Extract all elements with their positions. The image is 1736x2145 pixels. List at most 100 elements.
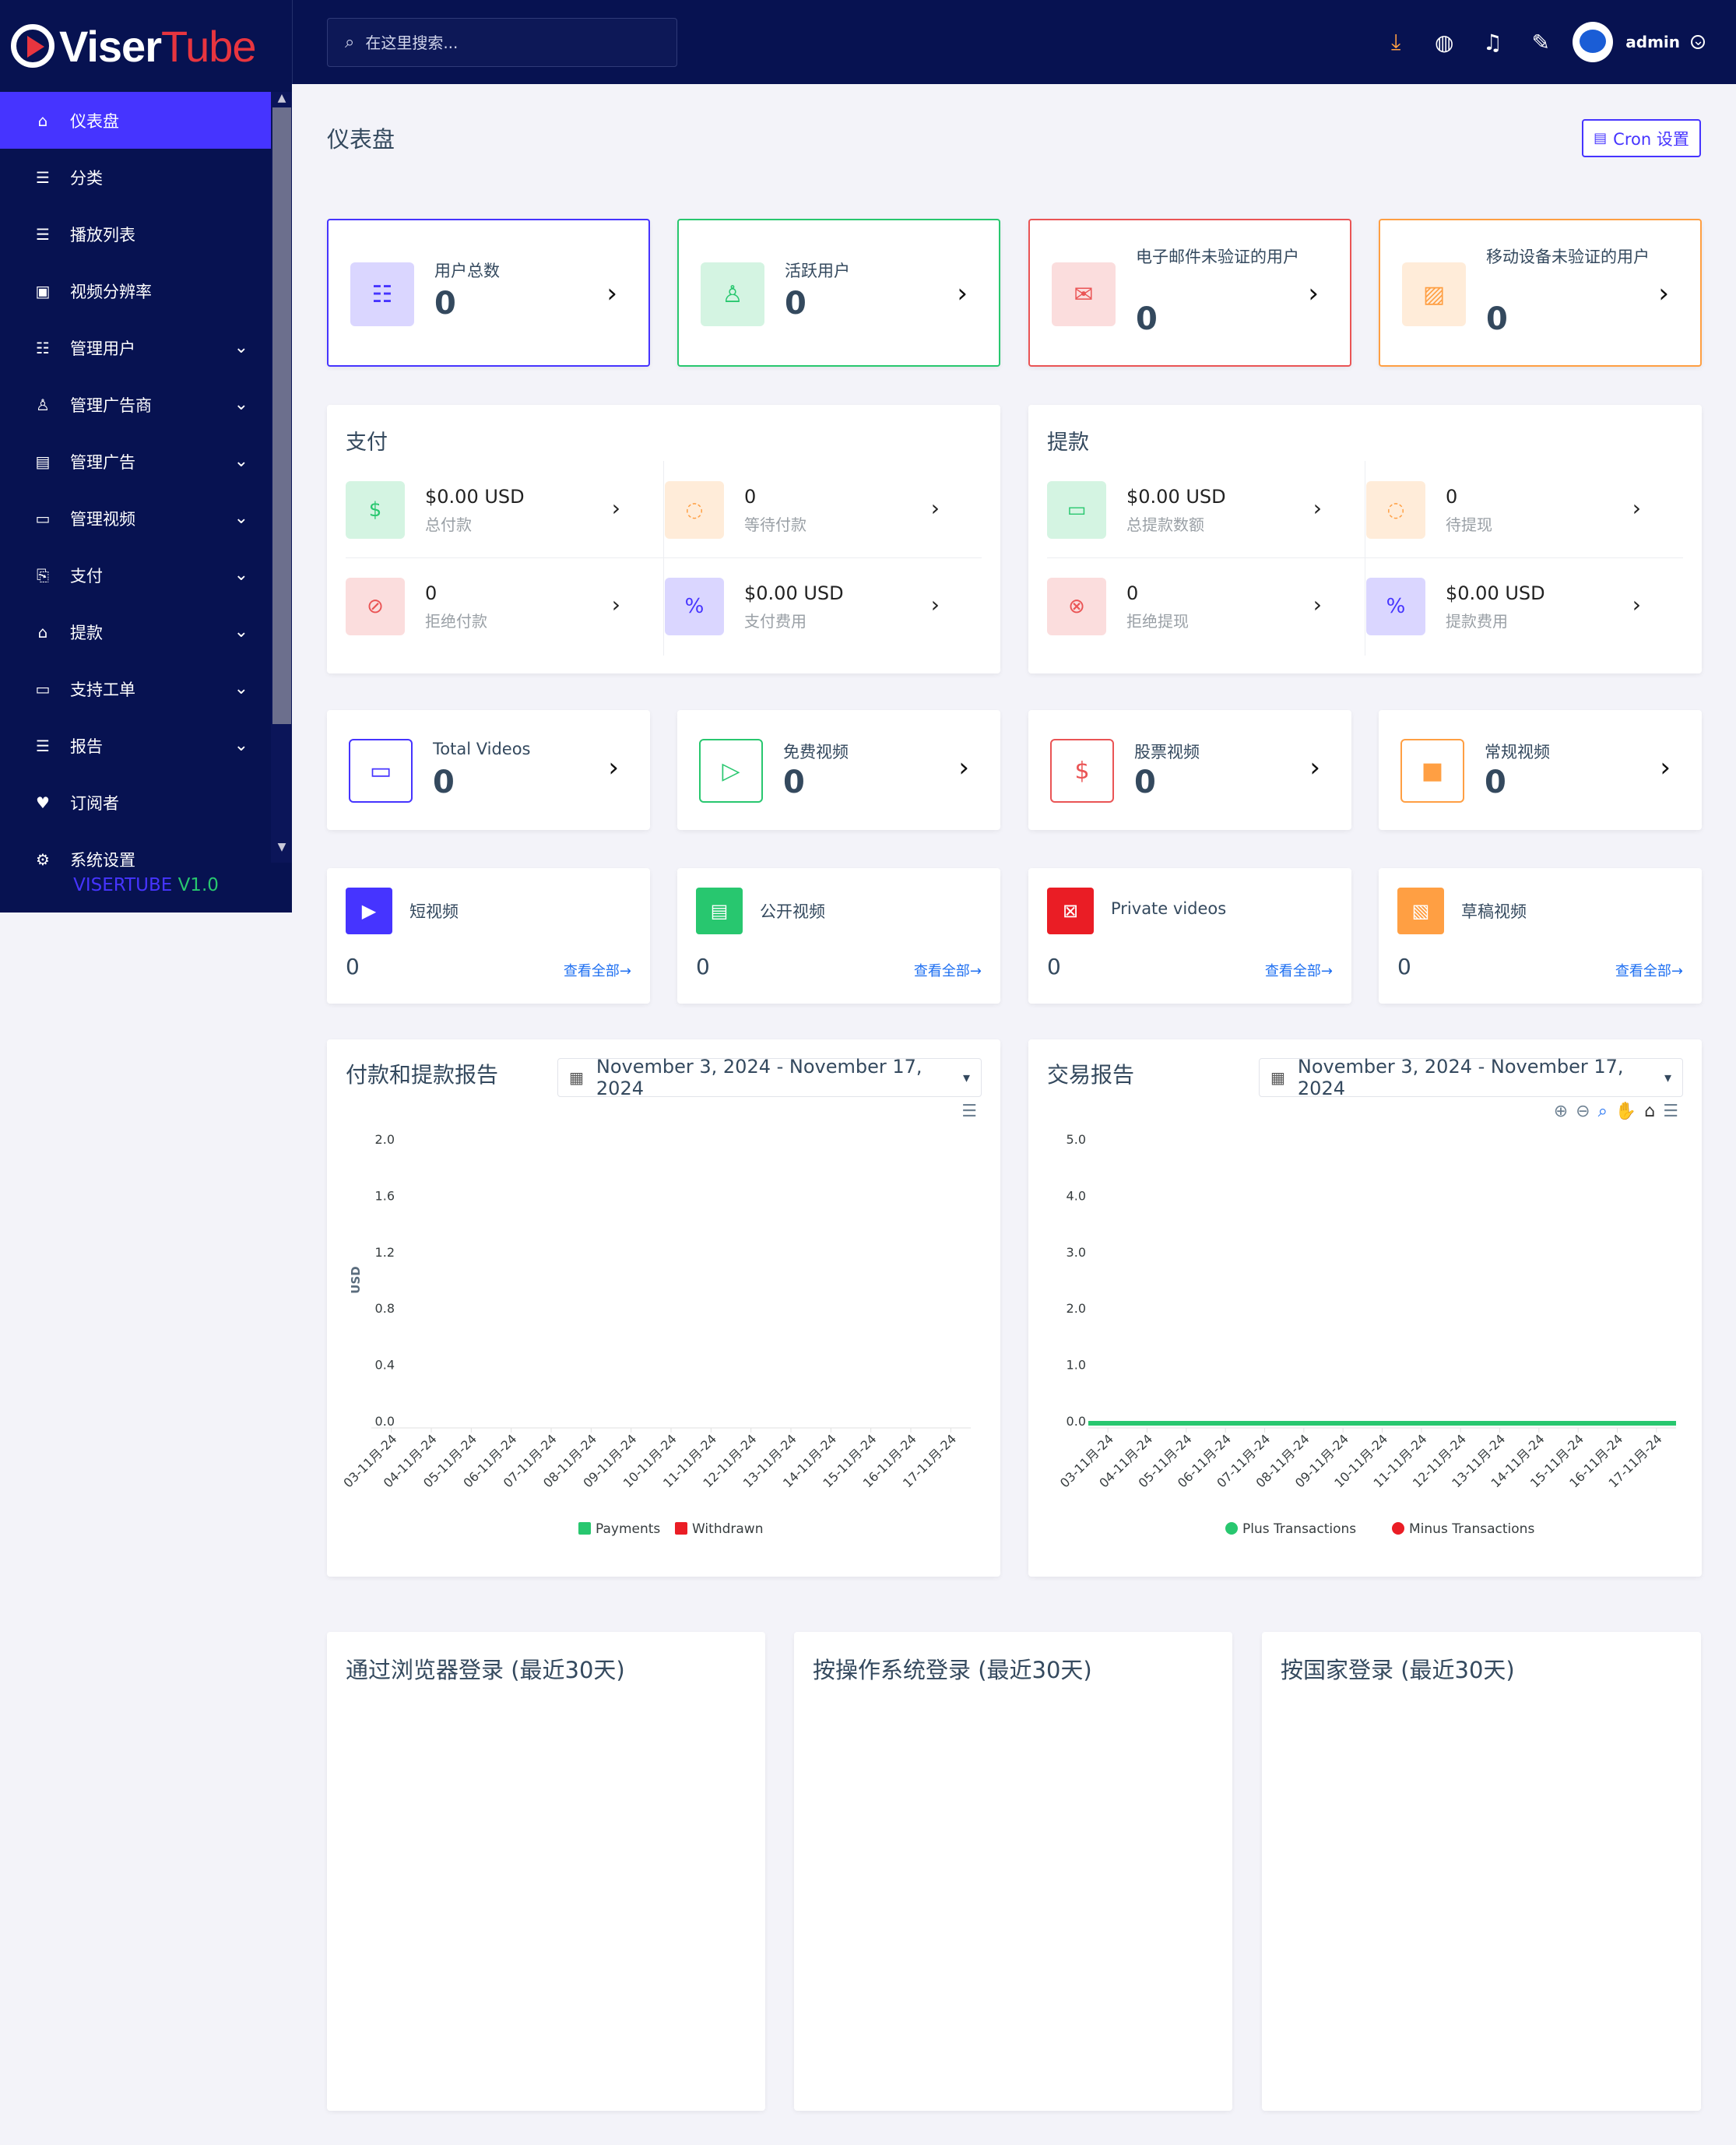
legend-label[interactable]: Plus Transactions (1242, 1521, 1356, 1537)
ban-icon: ⊘ (346, 578, 405, 635)
video-type-label: 短视频 (409, 902, 459, 921)
chevron-right-icon: › (1660, 752, 1671, 783)
chevron-down-icon: ⌄ (1691, 33, 1705, 49)
summary-item[interactable]: ◌ 0 待提现 › (1348, 461, 1663, 547)
search-box[interactable]: ⌕ (327, 18, 677, 67)
report-icon: ☰ (36, 736, 50, 755)
zoom-out-icon[interactable]: ⊖ (1576, 1102, 1590, 1121)
video-camera-icon: ▭ (349, 739, 413, 803)
stat-label: 用户总数 (434, 262, 500, 280)
summary-label: 支付费用 (744, 612, 807, 631)
summary-value: $0.00 USD (1446, 582, 1545, 604)
video-stat-card[interactable]: $ 股票视频 0 › (1028, 710, 1351, 830)
chevron-right-icon: › (930, 495, 940, 521)
sidebar-item-user[interactable]: ♙ 管理广告商 ⌄ (0, 376, 292, 433)
view-all-link[interactable]: 查看全部→ (1264, 963, 1333, 979)
wrench-icon[interactable]: ✎ (1531, 29, 1550, 55)
stat-card[interactable]: ▨ 移动设备未验证的用户 0 › (1379, 219, 1702, 367)
video-stat-card[interactable]: ■ 常规视频 0 › (1379, 710, 1702, 830)
summary-item[interactable]: % $0.00 USD 提款费用 › (1348, 557, 1663, 643)
sidebar-item-payment[interactable]: ⎘ 支付 ⌄ (0, 547, 292, 603)
menu-icon[interactable]: ☰ (1663, 1102, 1678, 1121)
withdrawals-panel: 提款 ▭ $0.00 USD 总提款数额 › ◌ 0 待提现 › ⊗ 0 拒绝提现 ›% $0.00 US… (1028, 405, 1702, 673)
sidebar: ViserTube ⌂ 仪表盘 ☰ 分类 ☰ 播放列表 ▣ 视频分辨率 ☷ 管理用户 ⌄ ♙ 管理广告商… (0, 0, 292, 913)
summary-value: 0 (1446, 486, 1458, 508)
summary-item[interactable]: ▭ $0.00 USD 总提款数额 › (1028, 461, 1344, 547)
summary-item[interactable]: % $0.00 USD 支付费用 › (646, 557, 961, 643)
y-tick-label: 0.8 (375, 1301, 395, 1316)
scroll-up-icon[interactable]: ▲ (277, 92, 286, 104)
date-range-picker[interactable]: ▦ November 3, 2024 - November 17, 2024 ▾ (557, 1056, 982, 1099)
summary-value: $0.00 USD (1126, 486, 1226, 508)
pan-icon[interactable]: ✋ (1615, 1102, 1637, 1121)
stat-label: 电子邮件未验证的用户 (1136, 248, 1299, 266)
zoom-icon[interactable]: ⌕ (1597, 1102, 1608, 1121)
stat-label: 活跃用户 (785, 262, 850, 280)
stat-card[interactable]: ✉ 电子邮件未验证的用户 0 › (1028, 219, 1351, 367)
chevron-down-icon: ⌄ (234, 565, 248, 585)
sidebar-item-home[interactable]: ⌂ 仪表盘 (0, 92, 292, 149)
menu-icon[interactable]: ☰ (961, 1102, 977, 1121)
stat-card[interactable]: ♙ 活跃用户 0 › (677, 219, 1000, 367)
bell-icon[interactable]: ♫ (1482, 29, 1502, 55)
summary-value: $0.00 USD (425, 486, 525, 508)
admin-menu[interactable]: admin ⌄ (1573, 22, 1705, 62)
search-input[interactable] (365, 33, 662, 52)
stat-card[interactable]: ☷ 用户总数 0 › (327, 219, 650, 367)
summary-item[interactable]: $ $0.00 USD 总付款 › (327, 461, 642, 547)
chevron-right-icon: › (1658, 278, 1669, 309)
summary-label: 总付款 (425, 515, 472, 534)
view-all-link[interactable]: 查看全部→ (913, 963, 982, 979)
date-range-picker[interactable]: ▦ November 3, 2024 - November 17, 2024 ▾ (1259, 1056, 1683, 1099)
video-stat-label: Total Videos (433, 740, 531, 758)
y-tick-label: 2.0 (375, 1132, 395, 1147)
sidebar-item-playlist[interactable]: ☰ 播放列表 (0, 206, 292, 262)
hand-dollar-icon: $ (1050, 739, 1114, 803)
summary-item[interactable]: ⊗ 0 拒绝提现 › (1028, 557, 1344, 643)
sidebar-item-report[interactable]: ☰ 报告 ⌄ (0, 717, 292, 774)
video-stat-value: 0 (433, 765, 455, 800)
logo[interactable]: ViserTube (0, 0, 292, 92)
legend-label[interactable]: Payments (596, 1521, 660, 1537)
file-play-icon: ▷ (699, 739, 763, 803)
sidebar-item-label: 管理用户 (70, 339, 135, 358)
chevron-right-icon: › (1632, 495, 1641, 521)
summary-item[interactable]: ⊘ 0 拒绝付款 › (327, 557, 642, 643)
summary-label: 提款费用 (1446, 612, 1508, 631)
cron-settings-button[interactable]: ▤ Cron 设置 (1582, 119, 1701, 157)
panel-title: 提款 (1047, 431, 1089, 455)
sidebar-item-list[interactable]: ☰ 分类 (0, 149, 292, 206)
ad-icon: ▤ (35, 452, 51, 471)
sidebar-scrollbar-thumb[interactable] (272, 107, 291, 724)
y-tick-label: 0.0 (1067, 1414, 1086, 1429)
chevron-right-icon: › (606, 278, 617, 309)
view-all-link[interactable]: 查看全部→ (1615, 963, 1683, 979)
video-type-value: 0 (346, 954, 360, 979)
legend-label[interactable]: Withdrawn (692, 1521, 763, 1537)
zoom-in-icon[interactable]: ⊕ (1553, 1102, 1569, 1121)
view-all-link[interactable]: 查看全部→ (563, 963, 631, 979)
sidebar-item-users[interactable]: ☷ 管理用户 ⌄ (0, 319, 292, 376)
video-stat-card[interactable]: ▷ 免费视频 0 › (677, 710, 1000, 830)
sidebar-item-thumbs-up[interactable]: ♥ 订阅者 (0, 774, 292, 831)
scroll-down-icon[interactable]: ▼ (277, 841, 286, 853)
download-icon[interactable]: ⤓ (1391, 29, 1401, 55)
sidebar-item-resolution[interactable]: ▣ 视频分辨率 (0, 262, 292, 319)
video-stat-card[interactable]: ▭ Total Videos 0 › (327, 710, 650, 830)
playlist-icon: ☰ (36, 224, 50, 244)
sidebar-item-video[interactable]: ▭ 管理视频 ⌄ (0, 490, 292, 547)
sidebar-item-bank[interactable]: ⌂ 提款 ⌄ (0, 603, 292, 660)
mobile-off-icon: ▨ (1402, 262, 1466, 326)
legend-label[interactable]: Minus Transactions (1409, 1521, 1534, 1537)
stat-value: 0 (785, 286, 807, 322)
sidebar-item-ad[interactable]: ▤ 管理广告 ⌄ (0, 433, 292, 490)
spinner-icon: ◌ (1366, 481, 1425, 539)
summary-item[interactable]: ◌ 0 等待付款 › (646, 461, 961, 547)
sidebar-item-label: 管理视频 (70, 509, 135, 529)
sidebar-item-settings[interactable]: ⚙ 系统设置 (0, 831, 292, 888)
sidebar-item-ticket[interactable]: ▭ 支持工单 ⌄ (0, 660, 292, 717)
video-type-label: 公开视频 (760, 902, 825, 921)
reset-home-icon[interactable]: ⌂ (1644, 1102, 1656, 1121)
video-type-value: 0 (1397, 954, 1411, 979)
globe-icon[interactable]: ◍ (1435, 29, 1454, 55)
